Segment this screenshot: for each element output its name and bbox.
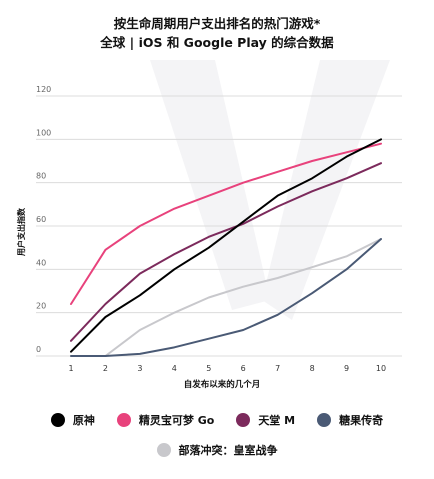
legend-item-lineage-m: 天堂 M (236, 412, 295, 428)
legend-label: 糖果传奇 (339, 414, 384, 427)
legend-label: 部落冲突：皇室战争 (178, 444, 278, 457)
x-tick-label: 4 (172, 364, 177, 373)
series-lines (70, 138, 382, 357)
x-tick-label: 9 (344, 364, 349, 373)
series-line (70, 238, 382, 357)
x-tick-label: 5 (206, 364, 211, 373)
chart-title-line-1: 按生命周期用户支出排名的热门游戏* (113, 16, 321, 31)
legend-item-clash-royale: 部落冲突：皇室战争 (156, 442, 278, 458)
y-tick-label: 40 (36, 258, 46, 267)
chart-title: 按生命周期用户支出排名的热门游戏* 全球 | iOS 和 Google Play… (0, 14, 434, 52)
y-tick-label: 120 (36, 85, 51, 94)
x-axis-label: 自发布以来的几个月 (184, 379, 261, 390)
x-tick-label: 3 (137, 364, 142, 373)
y-tick-label: 0 (36, 345, 41, 354)
legend-label: 精灵宝可梦 Go (138, 414, 215, 427)
legend-item-candy-crush: 糖果传奇 (317, 412, 383, 428)
series-line (70, 138, 382, 353)
legend-dot (236, 413, 251, 427)
watermark-shape (150, 60, 390, 320)
y-axis-label: 用户支出指数 (16, 207, 26, 257)
legend-item-pokemon-go: 精灵宝可梦 Go (116, 412, 215, 428)
x-tick-label: 8 (310, 364, 315, 373)
y-tick-label: 100 (36, 128, 51, 137)
x-tick-label: 1 (68, 364, 73, 373)
legend-row-1: 原神 精灵宝可梦 Go 天堂 M 糖果传奇 (0, 412, 434, 428)
chart-title-line-2: 全球 | iOS 和 Google Play 的综合数据 (100, 35, 334, 50)
y-tick-label: 20 (36, 302, 46, 311)
x-tick-label: 6 (241, 364, 246, 373)
x-tick-labels: 1 2 3 4 5 6 7 8 9 10 (68, 364, 386, 373)
x-tick-label: 10 (376, 364, 386, 373)
legend-label: 原神 (72, 414, 95, 427)
legend-label: 天堂 M (258, 414, 296, 427)
legend-dot (50, 413, 65, 427)
x-tick-label: 2 (103, 364, 108, 373)
legend-dot (116, 413, 131, 427)
legend-dot (317, 413, 332, 427)
watermark-stroke (150, 60, 270, 310)
series-line (70, 162, 382, 342)
series-line (70, 142, 382, 305)
series-line (70, 238, 382, 357)
legend-dot (156, 443, 171, 457)
legend-item-genshin: 原神 (50, 412, 95, 428)
y-tick-label: 80 (36, 172, 46, 181)
legend-row-2: 部落冲突：皇室战争 (0, 442, 434, 458)
watermark-stroke (262, 60, 390, 320)
y-tick-label: 60 (36, 215, 46, 224)
y-tick-labels: 0 20 40 60 80 100 120 (36, 85, 51, 354)
x-tick-label: 7 (275, 364, 280, 373)
